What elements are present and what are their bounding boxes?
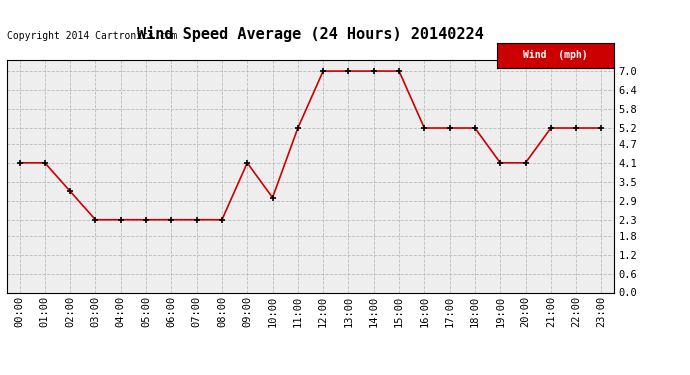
Text: Copyright 2014 Cartronics.com: Copyright 2014 Cartronics.com [7, 32, 177, 41]
Text: Wind  (mph): Wind (mph) [523, 50, 588, 60]
Text: Wind Speed Average (24 Hours) 20140224: Wind Speed Average (24 Hours) 20140224 [137, 26, 484, 42]
